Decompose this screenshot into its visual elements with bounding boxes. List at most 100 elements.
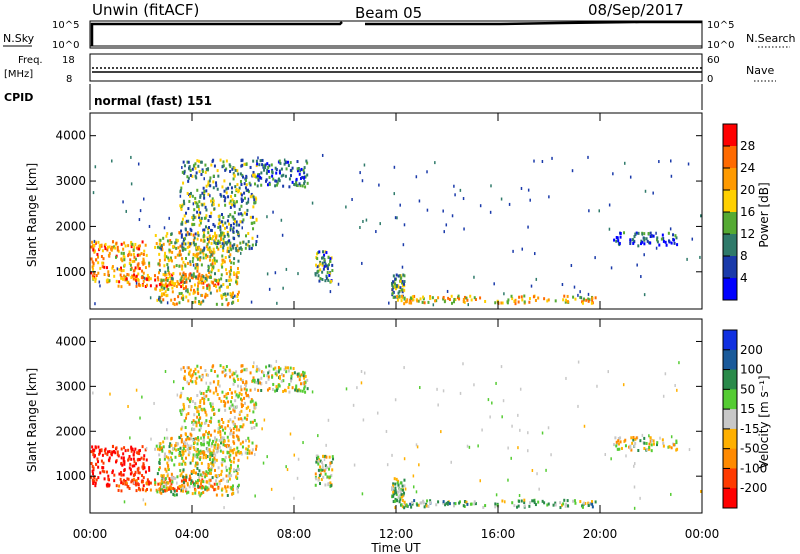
echo-cell [189,368,192,372]
colorbar-segment [723,428,737,450]
echo-cell [163,258,166,262]
echo-cell [185,286,188,290]
echo-cell [133,450,136,454]
echo-cell [249,400,252,404]
echo-cell [175,489,178,493]
echo-cell [450,301,453,305]
echo-cell [187,490,190,494]
echo-cell [392,295,395,299]
echo-cell [255,369,258,373]
echo-cell [688,448,691,452]
echo-cell [215,184,218,188]
echo-cell [239,220,242,224]
echo-cell [226,292,229,296]
echo-cell [182,160,185,164]
echo-cell [419,297,422,301]
echo-cell [465,500,468,504]
echo-cell [237,212,240,216]
echo-cell [327,418,330,422]
echo-cell [215,236,218,240]
echo-cell [165,455,168,459]
echo-cell [215,234,218,238]
echo-cell [142,279,145,283]
xtick-label: 16:00 [481,527,516,541]
echo-cell [247,436,250,440]
echo-cell [532,499,535,503]
echo-cell [221,261,224,265]
echo-cell [182,478,185,482]
echo-cell [119,477,122,481]
echo-cell [166,293,169,297]
echo-cell [395,285,398,289]
echo-cell [138,267,141,271]
echo-cell [222,223,225,227]
echo-cell [222,164,224,168]
echo-cell [200,423,203,427]
echo-cell [170,476,173,480]
echo-cell [221,370,224,374]
echo-cell [248,247,251,251]
echo-cell [317,459,320,463]
echo-cell [240,164,243,168]
echo-cell [206,447,209,451]
echo-cell [532,295,535,299]
echo-cell [207,275,210,279]
echo-cell [437,500,440,504]
echo-cell [236,294,239,298]
echo-cell [513,504,516,508]
echo-cell [413,294,416,298]
echo-cell [182,480,185,484]
echo-cell [241,418,244,422]
echo-cell [195,461,198,465]
echo-cell [637,231,640,235]
echo-cell [157,278,160,282]
echo-cell [201,486,204,490]
echo-cell [231,203,234,207]
echo-cell [195,376,198,380]
echo-cell [206,455,209,459]
echo-cell [395,273,398,277]
echo-cell [101,469,104,473]
echo-cell [174,282,177,286]
echo-cell [138,452,141,456]
echo-cell [511,297,514,301]
echo-cell [500,197,503,201]
echo-cell [144,243,147,247]
echo-cell [297,388,300,392]
echo-cell [92,262,95,266]
echo-cell [673,241,676,245]
echo-cell [126,485,129,489]
echo-cell [201,408,204,412]
echo-cell [210,263,213,267]
echo-cell [319,262,322,266]
echo-cell [517,446,519,450]
echo-cell [222,292,225,296]
echo-cell [215,259,218,263]
echo-cell [244,384,247,388]
echo-cell [228,406,231,410]
echo-cell [120,456,123,460]
echo-cell [628,445,631,449]
echo-cell [462,297,465,301]
echo-cell [101,261,104,265]
echo-cell [541,431,544,435]
echo-cell [122,251,125,255]
echo-cell [196,364,199,368]
echo-cell [473,500,476,504]
echo-cell [197,436,200,440]
echo-cell [686,257,688,261]
echo-cell [240,452,243,456]
echo-cell [180,291,183,295]
echo-cell [161,447,164,451]
echo-cell [226,451,229,455]
echo-cell [123,446,126,450]
echo-cell [194,437,197,441]
echo-cell [323,458,326,462]
echo-cell [221,295,224,299]
echo-cell [521,247,524,251]
echo-cell [199,426,202,430]
echo-cell [164,285,167,289]
echo-cell [271,388,274,392]
echo-cell [208,478,211,482]
